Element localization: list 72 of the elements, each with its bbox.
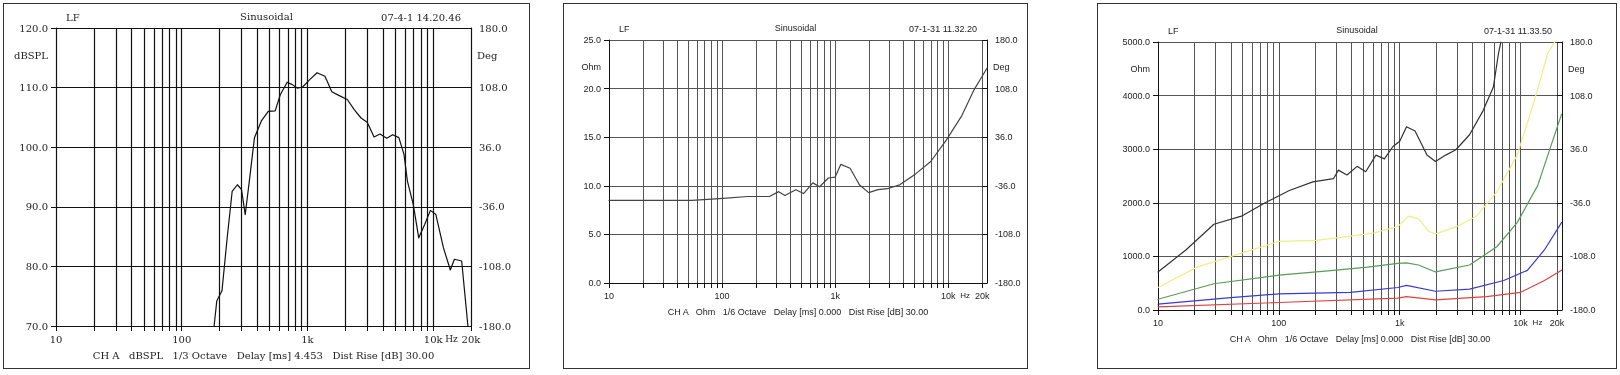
y2-tick-label: 36.0 [1570,144,1588,155]
text: 07-4-1 14.20.46 [381,11,461,23]
y2-tick-label: 108.0 [995,83,1018,94]
chart-title: Sinusoidal [774,22,817,33]
text: 07-1-31 11.33.50 [1484,25,1552,36]
y2-tick-label: -36.0 [1570,197,1591,208]
y2-tick-label: 36.0 [995,132,1013,143]
y-tick-label: 80.0 [25,260,48,272]
x-tick-label: 20k [461,333,482,345]
y2-tick-label: -36.0 [995,180,1016,191]
y-tick-label: 110.0 [19,82,48,94]
y-tick-label: 5.0 [588,229,601,240]
x-tick-label: 1k [1394,317,1405,328]
y2-axis-title: Deg [1568,63,1585,74]
y-tick-label: 1000.0 [1122,251,1150,262]
x-tick-label: 20k [1549,317,1565,328]
y2-tick-label: -108.0 [1570,251,1596,262]
x-tick-label: 100 [714,290,730,301]
text: CH A Ohm 1/6 Octave Delay [ms] 0.000 Dist Rise [dB] 30.00 [1229,333,1491,344]
text: 07-1-31 11.32.20 [909,23,977,34]
y2-tick-label: -180.0 [995,278,1021,288]
y2-tick-label: 108.0 [479,82,508,94]
y-tick-label: 100.0 [19,141,48,153]
y2-tick-label: -180.0 [1570,305,1596,315]
x-axis-title: Hz [445,333,458,344]
y2-tick-label: 180.0 [479,22,508,34]
x-tick-label: 100 [172,333,192,345]
y2-axis-title: Deg [993,61,1010,72]
x-axis-title: Hz [1532,317,1543,327]
y-axis-title: dBSPL [14,49,49,61]
y-tick-label: 2000.0 [1122,197,1150,208]
y-tick-label: 70.0 [25,320,48,332]
y-tick-label: 120.0 [19,22,48,34]
y2-tick-label: 36.0 [479,141,502,153]
y2-tick-label: -180.0 [479,320,512,332]
y2-tick-label: -108.0 [479,260,512,272]
x-tick-label: 10 [1152,317,1164,328]
y-axis-title: Ohm [1130,63,1150,74]
y-tick-label: 25.0 [583,35,601,45]
y-tick-label: 4000.0 [1122,90,1150,101]
chart-title: Sinusoidal [240,10,293,22]
x-tick-label: 100 [1271,317,1287,328]
x-tick-label: 10k [1513,317,1529,328]
y-tick-label: 10.0 [583,180,601,191]
x-tick-label: 10k [423,333,444,345]
y2-tick-label: 180.0 [1570,37,1593,47]
y-tick-label: 0.0 [1137,305,1150,315]
x-tick-label: 10k [941,290,957,301]
y-axis-title: Ohm [581,61,601,72]
x-tick-label: 10 [49,333,63,345]
y2-tick-label: 180.0 [995,35,1018,45]
y-tick-label: 5000.0 [1122,37,1150,47]
text: LF [66,11,80,23]
y2-tick-label: -108.0 [995,229,1021,240]
chart-title: Sinusoidal [1336,24,1378,35]
x-tick-label: 1k [301,333,315,345]
y-tick-label: 15.0 [583,132,601,143]
text: LF [619,23,631,34]
y2-tick-label: -36.0 [479,201,505,213]
text: CH A Ohm 1/6 Octave Delay [ms] 0.000 Dist Rise [dB] 30.00 [667,306,929,317]
y2-axis-title: Deg [477,49,498,61]
x-tick-label: 1k [830,290,841,301]
text: LF [1168,25,1180,36]
y-tick-label: 20.0 [583,83,601,94]
y2-tick-label: 108.0 [1570,90,1593,101]
y-tick-label: 0.0 [588,278,601,288]
x-tick-label: 20k [975,290,991,301]
x-axis-title: Hz [960,290,971,300]
y-tick-label: 3000.0 [1122,144,1150,155]
x-tick-label: 10 [603,290,615,301]
text: CH A dBSPL 1/3 Octave Delay [ms] 4.453 Dist Rise [dB] 30.00 [92,349,435,361]
y-tick-label: 90.0 [25,201,48,213]
